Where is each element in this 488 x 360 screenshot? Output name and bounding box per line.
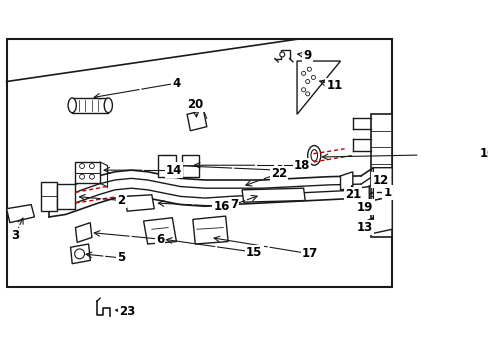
Circle shape	[80, 163, 84, 168]
Bar	[41, 182, 57, 211]
Circle shape	[89, 163, 94, 168]
Circle shape	[89, 174, 94, 179]
Text: 4: 4	[172, 77, 180, 90]
Circle shape	[75, 249, 84, 259]
Ellipse shape	[279, 52, 284, 57]
Polygon shape	[75, 223, 92, 242]
Polygon shape	[340, 172, 352, 190]
Polygon shape	[192, 216, 227, 244]
Polygon shape	[356, 186, 368, 206]
Polygon shape	[6, 204, 34, 223]
Bar	[72, 98, 108, 113]
Text: 7: 7	[229, 198, 238, 211]
Polygon shape	[372, 168, 391, 201]
Text: 21: 21	[344, 188, 360, 201]
Text: 5: 5	[117, 251, 125, 265]
Bar	[182, 156, 198, 177]
Polygon shape	[372, 197, 391, 233]
Polygon shape	[143, 218, 176, 244]
Text: 2: 2	[117, 194, 125, 207]
Text: 1: 1	[383, 186, 390, 199]
Circle shape	[80, 174, 84, 179]
Bar	[57, 184, 75, 209]
Bar	[75, 162, 100, 183]
Circle shape	[305, 92, 309, 96]
Text: 14: 14	[165, 164, 182, 177]
Polygon shape	[187, 110, 206, 131]
Polygon shape	[242, 188, 305, 202]
Text: 18: 18	[293, 159, 309, 172]
Text: 16: 16	[213, 200, 229, 213]
Text: 17: 17	[302, 247, 318, 260]
Polygon shape	[124, 195, 154, 211]
Text: 19: 19	[356, 201, 372, 213]
Bar	[370, 114, 391, 238]
Ellipse shape	[307, 145, 320, 165]
Circle shape	[305, 80, 309, 84]
Text: 8: 8	[274, 164, 283, 177]
Text: 11: 11	[326, 79, 342, 92]
Text: 6: 6	[156, 233, 164, 246]
Ellipse shape	[68, 98, 76, 113]
Bar	[157, 156, 175, 177]
Ellipse shape	[104, 98, 112, 113]
Text: 9: 9	[303, 49, 311, 62]
Text: 23: 23	[119, 305, 135, 318]
Text: 13: 13	[356, 221, 372, 234]
Text: 12: 12	[372, 174, 388, 186]
Circle shape	[301, 71, 305, 75]
Text: 22: 22	[270, 167, 286, 180]
Text: 15: 15	[245, 246, 262, 259]
Circle shape	[311, 75, 315, 80]
Text: 10: 10	[478, 147, 488, 160]
Text: 20: 20	[187, 98, 203, 111]
Polygon shape	[296, 61, 340, 114]
Ellipse shape	[310, 150, 317, 161]
Circle shape	[301, 88, 305, 92]
Text: 3: 3	[11, 229, 19, 242]
Bar	[6, 39, 391, 287]
Circle shape	[306, 67, 311, 71]
Polygon shape	[70, 244, 90, 264]
